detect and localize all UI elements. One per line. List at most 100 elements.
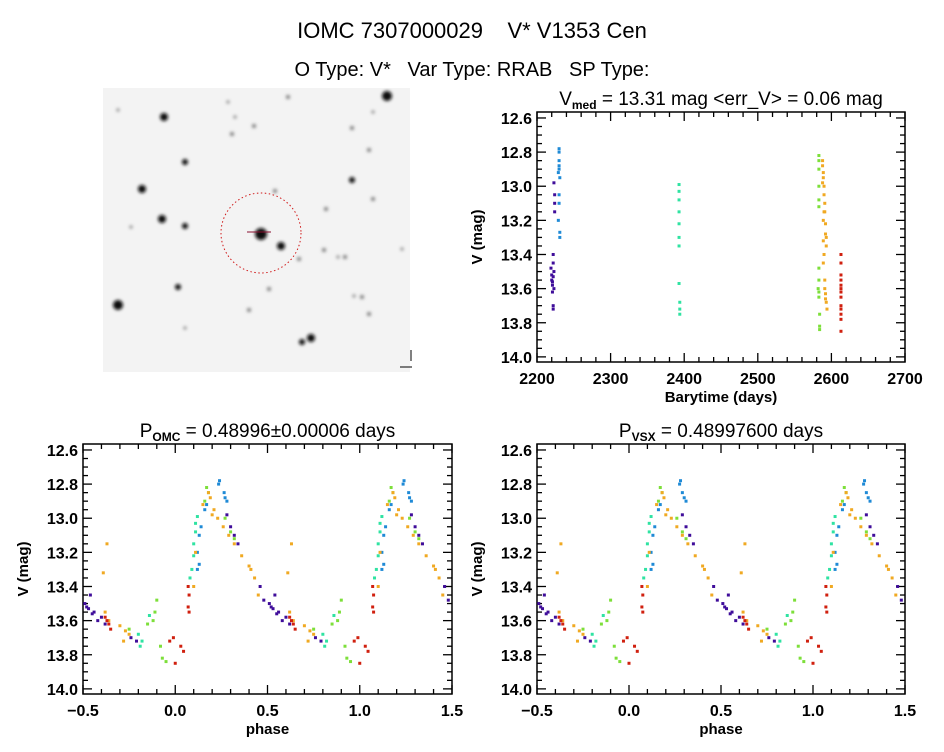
data-point <box>839 261 843 265</box>
data-point <box>544 612 548 616</box>
data-point <box>660 491 664 495</box>
data-point <box>103 610 107 614</box>
data-point <box>140 639 144 643</box>
data-point <box>277 610 281 614</box>
star <box>371 197 375 201</box>
data-point <box>409 499 413 503</box>
data-point <box>563 627 567 631</box>
data-point <box>821 239 825 243</box>
star <box>352 294 356 298</box>
x-tick-label: 2400 <box>666 371 702 388</box>
data-point <box>553 615 557 619</box>
data-point <box>875 542 879 546</box>
y-tick-label: 13.0 <box>501 511 532 528</box>
title-symbol: P <box>140 421 153 442</box>
data-point <box>332 614 336 618</box>
y-axis-label: V (mag) <box>469 541 486 596</box>
data-point <box>823 278 827 282</box>
data-point <box>549 266 553 270</box>
data-point <box>678 307 682 311</box>
data-point <box>203 499 207 503</box>
data-point <box>831 530 835 534</box>
data-point <box>286 571 290 575</box>
data-point <box>557 201 561 205</box>
y-tick-label: 12.6 <box>501 111 532 128</box>
data-point <box>776 644 780 648</box>
data-point <box>817 159 821 163</box>
data-point <box>823 201 827 205</box>
y-tick-label: 13.6 <box>501 614 532 631</box>
data-point <box>825 593 829 597</box>
data-point <box>420 542 424 546</box>
data-point <box>267 602 271 606</box>
data-point <box>372 593 376 597</box>
data-point <box>817 290 821 294</box>
title-value: = 0.48996±0.00006 days <box>180 421 395 442</box>
data-point <box>824 297 828 301</box>
data-point <box>846 496 850 500</box>
data-point <box>151 619 155 623</box>
data-point <box>817 266 821 270</box>
data-point <box>839 503 843 507</box>
data-point <box>599 622 603 626</box>
star <box>158 215 166 223</box>
data-point <box>866 496 870 500</box>
data-point <box>558 176 562 180</box>
y-tick-label: 13.2 <box>47 545 78 562</box>
data-point <box>366 649 370 653</box>
y-tick-label: 13.2 <box>501 545 532 562</box>
data-point <box>371 605 375 609</box>
data-point <box>555 571 559 575</box>
star <box>307 334 315 342</box>
data-point <box>552 270 556 274</box>
data-point <box>153 610 157 614</box>
data-point <box>339 598 343 602</box>
data-point <box>791 610 795 614</box>
data-point <box>864 533 868 537</box>
data-point <box>817 167 821 171</box>
data-point <box>240 554 244 558</box>
data-point <box>376 542 380 546</box>
data-point <box>556 218 560 222</box>
data-point <box>118 624 122 628</box>
data-point <box>433 567 437 571</box>
y-tick-label: 13.6 <box>501 282 532 299</box>
data-point <box>443 584 447 588</box>
data-point <box>640 584 644 588</box>
data-point <box>583 636 587 640</box>
data-point <box>669 516 673 520</box>
data-point <box>802 660 806 664</box>
x-tick-label: 0.0 <box>164 703 186 720</box>
data-point <box>382 533 386 537</box>
data-point <box>821 164 825 168</box>
y-tick-label: 13.4 <box>47 579 78 596</box>
data-point <box>179 644 183 648</box>
data-point <box>839 304 843 308</box>
data-point <box>821 159 825 163</box>
data-point <box>558 235 562 239</box>
data-point <box>205 486 209 490</box>
data-point <box>890 576 894 580</box>
data-point <box>859 516 863 520</box>
data-point <box>581 632 585 636</box>
data-point <box>87 607 91 611</box>
data-point <box>551 261 555 265</box>
data-point <box>408 516 412 520</box>
data-point <box>293 627 297 631</box>
data-point <box>216 516 220 520</box>
data-point <box>330 622 334 626</box>
lightcurve-plot: Vmed = 13.31 mag <err_V> = 0.06 mag 12.6 1… <box>469 89 923 406</box>
x-tick-label: 2500 <box>740 371 776 388</box>
data-point <box>393 496 397 500</box>
data-point <box>592 644 596 648</box>
y-tick-label: 12.8 <box>501 477 532 494</box>
data-point <box>225 499 229 503</box>
data-point <box>658 486 662 490</box>
data-point <box>247 564 251 568</box>
data-point <box>798 656 802 660</box>
data-point <box>816 287 820 291</box>
star <box>175 284 181 290</box>
data-point <box>842 486 846 490</box>
data-point <box>824 605 828 609</box>
data-point <box>446 598 450 602</box>
